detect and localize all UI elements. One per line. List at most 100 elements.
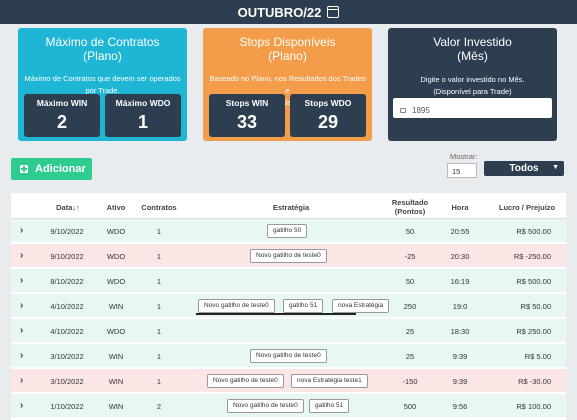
month-title: OUTUBRO/22	[237, 4, 322, 20]
date-cell: 8/10/2022	[50, 277, 84, 286]
table-row[interactable]: › 8/10/2022 WDO 1 50 16:19 R$ 500.00	[11, 269, 566, 293]
expand-chevron-icon[interactable]: ›	[20, 400, 24, 411]
profit-cell: R$ 500.00	[516, 277, 551, 286]
time-cell: 9:39	[452, 377, 468, 386]
asset-cell: WDO	[106, 252, 126, 261]
table-row[interactable]: › 9/10/2022 WDO 1 gatilho 50 50 20:55 R$ 500.00	[11, 219, 566, 243]
plus-icon	[20, 165, 28, 173]
contracts-cell: 1	[156, 377, 162, 386]
expand-chevron-icon[interactable]: ›	[20, 300, 24, 311]
card-title: Stops Disponíveis (Plano)	[239, 35, 336, 63]
invested-card: Valor Investido (Mês) Digite o valor inv…	[388, 28, 557, 141]
col-contracts: Contratos	[141, 203, 177, 212]
show-label: Mostrar:	[450, 152, 478, 161]
time-cell: 19:0	[452, 302, 468, 311]
profit-cell: R$ -30.00	[518, 377, 551, 386]
date-cell: 9/10/2022	[50, 252, 84, 261]
expand-chevron-icon[interactable]: ›	[20, 250, 24, 261]
col-date[interactable]: Data↓↑	[56, 203, 80, 212]
time-cell: 9:56	[452, 402, 468, 411]
profit-cell: R$ 100.00	[516, 402, 551, 411]
show-count-input[interactable]: 15	[447, 163, 477, 178]
date-cell: 3/10/2022	[50, 352, 84, 361]
asset-cell: WDO	[106, 327, 126, 336]
col-profit: Lucro / Prejuízo	[498, 203, 556, 212]
strategy-tag[interactable]: gatilho 51	[309, 399, 350, 413]
profit-cell: R$ 5.00	[524, 352, 551, 361]
table-row[interactable]: › 9/10/2022 WDO 1 Novo gatilho de teste0 -25 2…	[11, 244, 566, 268]
filter-select[interactable]: Todos ▼	[484, 161, 564, 176]
points-cell: 25	[405, 352, 415, 361]
contracts-cell: 1	[156, 352, 162, 361]
money-icon	[400, 108, 406, 113]
strategy-tag[interactable]: Novo gatilho de teste0	[250, 249, 327, 263]
contracts-cell: 1	[156, 277, 162, 286]
contracts-cell: 1	[156, 227, 162, 236]
time-cell: 18:30	[450, 327, 470, 336]
expand-chevron-icon[interactable]: ›	[20, 350, 24, 361]
date-cell: 9/10/2022	[50, 227, 84, 236]
strategy-tag[interactable]: Novo gatilho de teste0	[198, 299, 275, 313]
max-wdo-box: Máximo WDO 1	[105, 94, 181, 137]
invested-input[interactable]: 1895	[393, 98, 552, 118]
asset-cell: WDO	[106, 277, 126, 286]
date-cell: 1/10/2022	[50, 402, 84, 411]
asset-cell: WIN	[108, 352, 124, 361]
points-cell: 50	[405, 227, 415, 236]
contracts-cell: 1	[156, 252, 162, 261]
asset-cell: WDO	[106, 227, 126, 236]
col-time: Hora	[451, 203, 469, 212]
profit-cell: R$ 250.00	[516, 327, 551, 336]
points-cell: 500	[403, 402, 417, 411]
add-button[interactable]: Adicionar	[11, 158, 92, 180]
month-header[interactable]: OUTUBRO/22	[0, 0, 577, 24]
stops-wdo-box: Stops WDO 29	[290, 94, 366, 137]
points-cell: -150	[402, 377, 418, 386]
time-cell: 16:19	[450, 277, 470, 286]
table-row[interactable]: › 1/10/2022 WIN 2 Novo gatilho de teste0 gati…	[11, 394, 566, 418]
col-result: Resultado (Pontos)	[391, 198, 429, 216]
strategy-tag[interactable]: Novo gatilho de teste0	[227, 399, 304, 413]
time-cell: 20:30	[450, 252, 470, 261]
card-description: Digite o valor investido no Mês. (Dispon…	[420, 75, 525, 96]
points-cell: 50	[405, 277, 415, 286]
contracts-cell: 1	[156, 302, 162, 311]
strategy-tag[interactable]: nova Estratégia teste1	[291, 374, 368, 388]
table-row[interactable]: › 3/10/2022 WIN 1 Novo gatilho de teste0 25 9:…	[11, 344, 566, 368]
asset-cell: WIN	[108, 377, 124, 386]
date-cell: 4/10/2022	[50, 327, 84, 336]
card-title: Máximo de Contratos (Plano)	[45, 35, 160, 63]
calendar-icon[interactable]	[327, 6, 340, 18]
points-cell: -25	[404, 252, 416, 261]
strategy-tag[interactable]: gatilho 51	[283, 299, 324, 313]
max-win-box: Máximo WIN 2	[24, 94, 100, 137]
strategy-tag[interactable]: gatilho 50	[267, 224, 308, 238]
strategy-tag[interactable]: Novo gatilho de teste0	[207, 374, 284, 388]
chevron-down-icon: ▼	[552, 164, 559, 171]
strategy-tag[interactable]: Novo gatilho de teste0	[250, 349, 327, 363]
expand-chevron-icon[interactable]: ›	[20, 225, 24, 236]
time-cell: 9:39	[452, 352, 468, 361]
expand-chevron-icon[interactable]: ›	[20, 375, 24, 386]
card-description: Baseado no Plano, nos Resultados dos Tra…	[209, 74, 366, 107]
date-cell: 4/10/2022	[50, 302, 84, 311]
points-cell: 25	[405, 327, 415, 336]
stops-card: Stops Disponíveis (Plano) Baseado no Pla…	[203, 28, 372, 141]
expand-chevron-icon[interactable]: ›	[20, 275, 24, 286]
expand-chevron-icon[interactable]: ›	[20, 325, 24, 336]
table-row[interactable]: › 4/10/2022 WDO 1 25 18:30 R$ 250.00	[11, 319, 566, 343]
asset-cell: WIN	[108, 402, 124, 411]
asset-cell: WIN	[108, 302, 124, 311]
profit-cell: R$ 500.00	[516, 227, 551, 236]
col-asset: Ativo	[106, 203, 126, 212]
max-contracts-card: Máximo de Contratos (Plano) Máximo de Co…	[18, 28, 187, 141]
contracts-cell: 1	[156, 327, 162, 336]
time-cell: 20:55	[450, 227, 470, 236]
profit-cell: R$ 50.00	[520, 302, 551, 311]
table-row[interactable]: › 3/10/2022 WIN 1 Novo gatilho de teste0 nova…	[11, 369, 566, 393]
horizontal-scrollbar[interactable]	[196, 313, 356, 315]
date-cell: 3/10/2022	[50, 377, 84, 386]
strategy-tag[interactable]: nova Estratégia	[332, 299, 390, 313]
contracts-cell: 2	[156, 402, 162, 411]
col-strategy: Estratégia	[272, 203, 310, 212]
